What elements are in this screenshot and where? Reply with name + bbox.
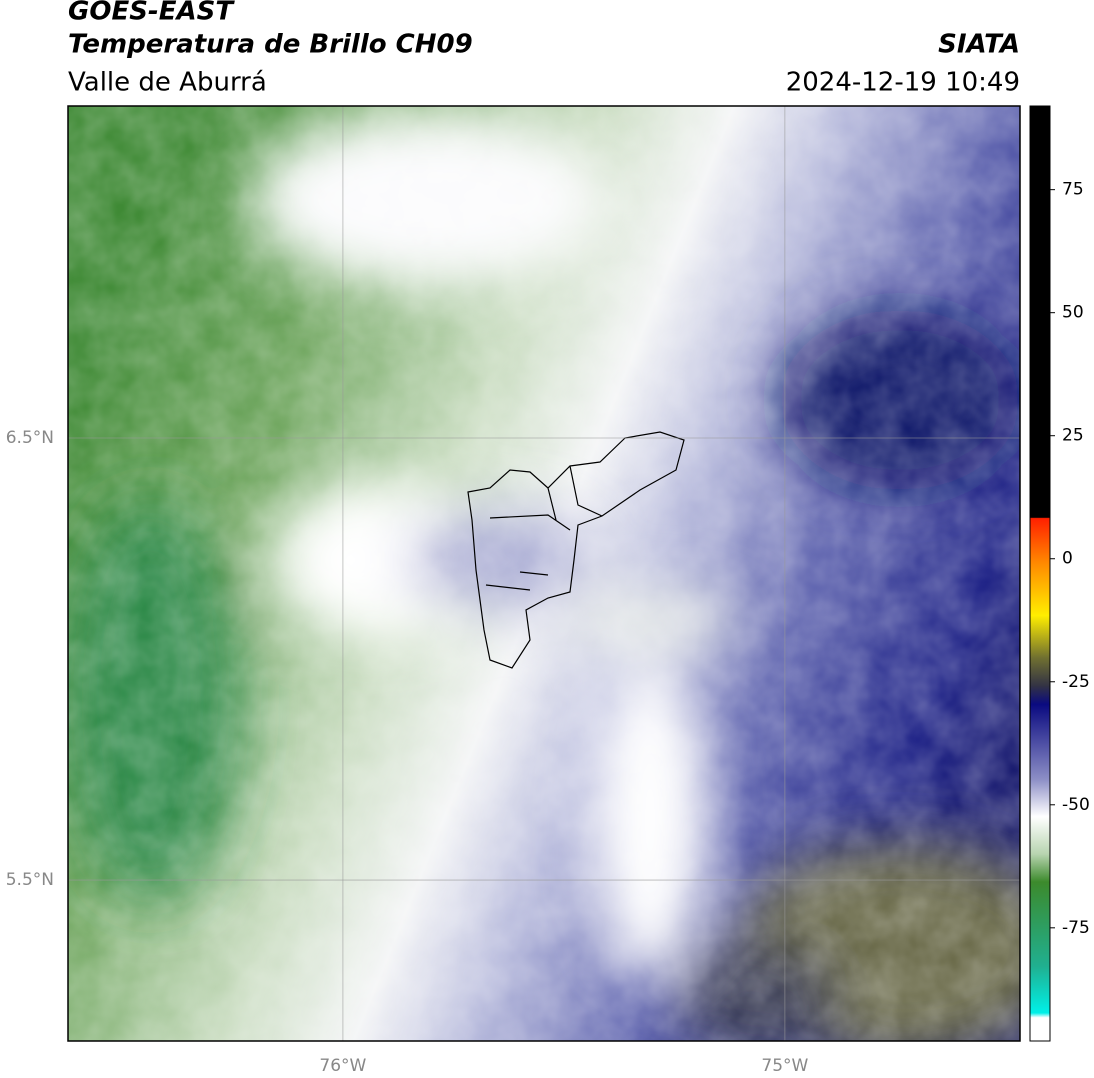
colorbar-tick-label: -50 [1062,795,1090,815]
colorbar [1029,105,1051,1042]
y-tick-label: 5.5°N [6,870,54,890]
datetime: 2024-12-19 10:49 [786,68,1020,98]
map-frame [67,105,1021,1042]
region: Valle de Aburrá [68,68,267,98]
source: SIATA [938,30,1020,60]
title: GOES-EAST [68,0,235,27]
colorbar-tick-label: -75 [1062,918,1090,938]
y-tick-label: 6.5°N [6,428,54,448]
colorbar-tick-label: 75 [1062,180,1084,200]
valley-outline [467,431,685,669]
colorbar-tick-label: 50 [1062,303,1084,323]
x-tick-label: 76°W [319,1056,366,1076]
colorbar-tick-label: -25 [1062,672,1090,692]
satellite-field [68,106,1020,1041]
x-tick-label: 75°W [761,1056,808,1076]
colorbar-tick-label: 25 [1062,426,1084,446]
subtitle: Temperatura de Brillo CH09 [68,30,473,60]
colorbar-tick-label: 0 [1062,549,1073,569]
